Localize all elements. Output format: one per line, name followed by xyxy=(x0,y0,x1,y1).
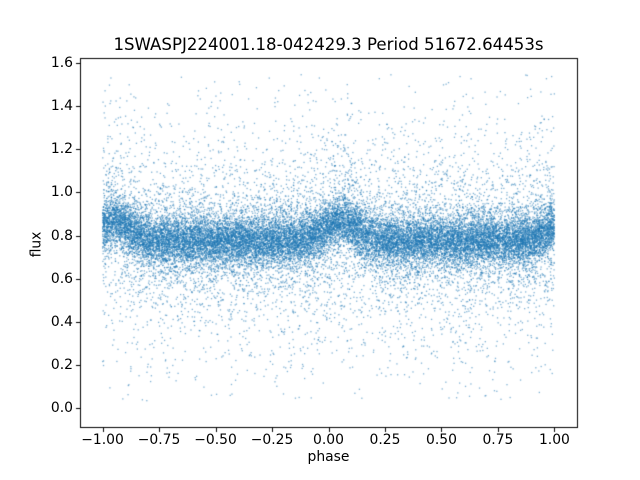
y-tick-label: 1.6 xyxy=(50,55,73,72)
chart-title: 1SWASPJ224001.18-042429.3 Period 51672.6… xyxy=(113,35,544,54)
x-tick-label: 0.50 xyxy=(425,432,457,448)
y-tick-label: 0.0 xyxy=(50,400,73,417)
x-tick-label: 0.00 xyxy=(313,432,344,448)
y-tick-label: 1.2 xyxy=(50,141,73,158)
y-tick-label: 0.2 xyxy=(50,356,73,373)
x-tick-label: −0.50 xyxy=(194,432,237,448)
x-tick-label: −1.00 xyxy=(81,432,124,448)
y-tick-label: 0.6 xyxy=(50,270,73,287)
x-axis-label: phase xyxy=(307,449,350,465)
x-tick-label: 1.00 xyxy=(538,432,570,448)
y-tick-label: 0.8 xyxy=(50,227,73,244)
y-tick-label: 1.0 xyxy=(50,184,73,201)
y-tick-label: 1.4 xyxy=(50,98,73,115)
y-tick-label: 0.4 xyxy=(50,313,73,330)
x-tick-label: 0.25 xyxy=(369,432,401,448)
x-tick-label: −0.75 xyxy=(137,432,181,448)
x-tick-label: 0.75 xyxy=(482,432,514,448)
x-tick-label: −0.25 xyxy=(250,432,294,448)
